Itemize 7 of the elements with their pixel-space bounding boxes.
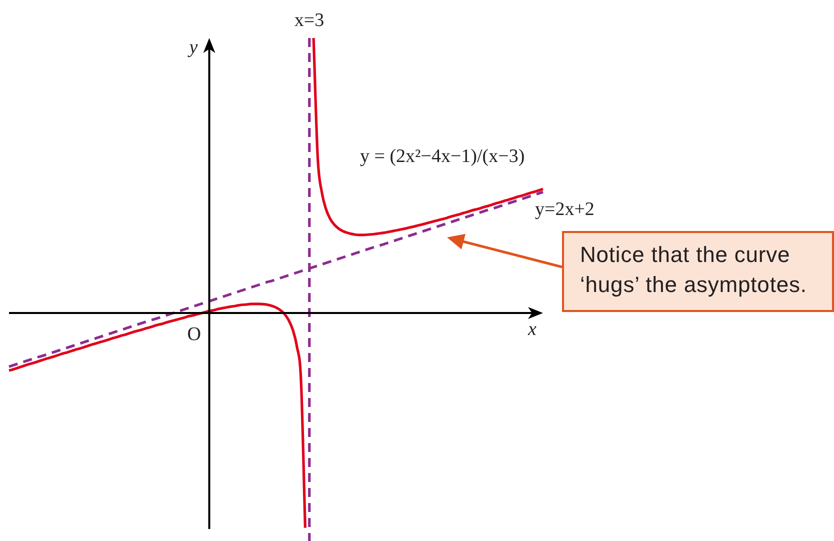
annotation: O (187, 324, 201, 344)
text: Notice that the curve ‘hugs’ the asymptotes. (562, 231, 834, 312)
x-axis-title: x (528, 318, 536, 340)
text: x=3 (294, 10, 324, 30)
y-axis-title: y (189, 36, 198, 58)
series-label: y = (2x²−4x−1)/(x−3) (360, 146, 525, 168)
series-label: y=2x+2 (535, 199, 594, 220)
